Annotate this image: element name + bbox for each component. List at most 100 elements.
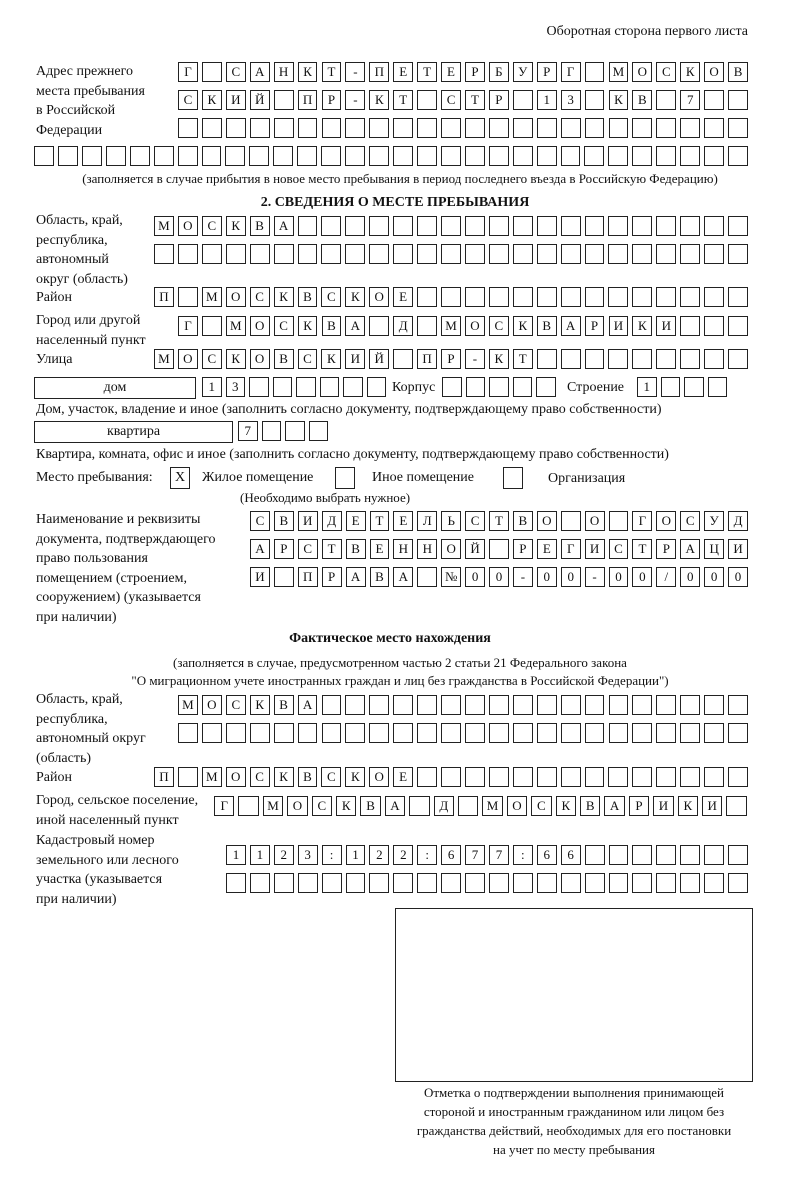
char-cell[interactable]: К [369,90,390,110]
char-cell[interactable] [608,767,629,787]
char-cell[interactable]: Т [369,511,390,531]
char-cell[interactable] [560,511,581,531]
checkbox-organization[interactable] [503,467,523,489]
char-cell[interactable]: М [201,287,222,307]
char-cell[interactable]: К [680,62,701,82]
char-cell[interactable]: К [555,796,576,816]
char-cell[interactable] [345,723,366,743]
char-cell[interactable] [321,216,342,236]
char-cell[interactable] [345,873,366,893]
char-cell[interactable] [684,377,704,397]
char-cell[interactable]: О [506,796,528,816]
char-cell[interactable] [728,695,748,715]
char-cell[interactable] [656,845,677,865]
char-cell[interactable] [656,287,677,307]
char-cell[interactable]: 6 [560,845,581,865]
char-cell[interactable] [656,90,677,110]
char-cell[interactable]: С [249,287,270,307]
char-cell[interactable] [393,695,414,715]
char-cell[interactable]: В [273,349,294,369]
char-cell[interactable]: С [297,539,318,559]
char-cell[interactable]: Г [214,796,235,816]
char-cell[interactable]: Г [560,62,581,82]
char-cell[interactable] [297,146,318,166]
char-cell[interactable] [632,349,653,369]
char-cell[interactable]: С [201,216,222,236]
char-cell[interactable] [680,146,701,166]
char-cell[interactable]: К [225,216,246,236]
char-cell[interactable] [369,695,390,715]
char-cell[interactable] [249,723,270,743]
char-cell[interactable] [273,567,294,587]
char-cell[interactable]: П [297,567,318,587]
char-cell[interactable]: И [608,316,629,336]
char-cell[interactable] [728,216,748,236]
char-cell[interactable] [704,216,725,236]
char-cell[interactable] [680,873,701,893]
char-cell[interactable] [417,723,438,743]
char-cell[interactable] [560,216,581,236]
actual-region-row[interactable] [178,723,752,745]
char-cell[interactable] [560,244,581,264]
char-cell[interactable]: П [417,349,438,369]
previous-address-row[interactable] [34,146,752,168]
char-cell[interactable] [680,349,701,369]
char-cell[interactable] [608,511,629,531]
char-cell[interactable]: С [488,316,509,336]
char-cell[interactable] [201,62,222,82]
char-cell[interactable]: № [441,567,462,587]
char-cell[interactable] [512,695,533,715]
char-cell[interactable]: Т [512,349,533,369]
char-cell[interactable]: С [321,767,342,787]
char-cell[interactable]: О [249,349,270,369]
char-cell[interactable]: М [262,796,284,816]
char-cell[interactable] [369,244,390,264]
char-cell[interactable] [680,118,701,138]
char-cell[interactable] [464,287,485,307]
char-cell[interactable]: В [273,511,294,531]
char-cell[interactable] [728,90,748,110]
char-cell[interactable]: В [512,511,533,531]
char-cell[interactable]: Н [417,539,438,559]
char-cell[interactable] [536,873,557,893]
char-cell[interactable]: П [154,287,174,307]
char-cell[interactable]: В [632,90,653,110]
char-cell[interactable]: Е [536,539,557,559]
char-cell[interactable] [584,244,605,264]
char-cell[interactable] [34,146,54,166]
char-cell[interactable]: О [369,767,390,787]
char-cell[interactable] [261,421,281,441]
char-cell[interactable]: К [336,796,357,816]
char-cell[interactable]: Р [273,539,294,559]
char-cell[interactable] [704,146,725,166]
char-cell[interactable] [680,695,701,715]
char-cell[interactable] [608,873,629,893]
char-cell[interactable] [608,287,629,307]
char-cell[interactable] [225,118,246,138]
char-cell[interactable]: С [201,349,222,369]
char-cell[interactable]: О [369,287,390,307]
char-cell[interactable] [321,244,342,264]
char-cell[interactable] [345,146,366,166]
char-cell[interactable] [369,316,390,336]
char-cell[interactable] [273,244,294,264]
char-cell[interactable]: 0 [728,567,748,587]
char-cell[interactable]: Г [178,316,198,336]
char-cell[interactable]: 1 [249,845,270,865]
char-cell[interactable]: А [604,796,625,816]
char-cell[interactable] [656,873,677,893]
char-cell[interactable]: В [345,539,366,559]
char-cell[interactable]: Г [560,539,581,559]
char-cell[interactable] [417,767,438,787]
char-cell[interactable] [273,146,294,166]
char-cell[interactable]: С [297,349,318,369]
char-cell[interactable]: 3 [297,845,318,865]
char-cell[interactable]: Р [584,316,605,336]
char-cell[interactable]: 1 [536,90,557,110]
stroenie-row[interactable]: 1 [637,377,731,399]
char-cell[interactable]: К [297,62,318,82]
char-cell[interactable]: М [441,316,461,336]
